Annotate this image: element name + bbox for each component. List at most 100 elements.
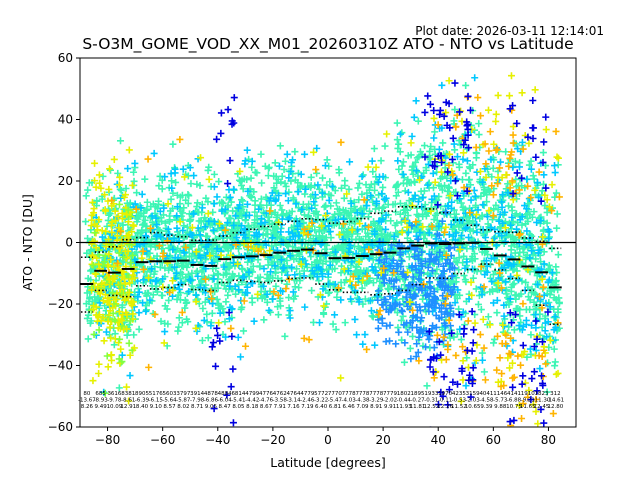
bin-stat-means: -3.58 [273,398,288,404]
data-point [359,340,367,348]
data-point [135,288,143,296]
data-point [82,218,90,226]
data-point [430,215,438,223]
data-point [450,117,458,125]
data-point [452,258,460,266]
data-point [335,169,343,177]
data-point [524,293,532,301]
data-point [278,172,286,180]
y-axis-label: ATO - NTO [DU] [20,194,35,291]
bin-stat-counts: 7770 [328,391,342,397]
data-point [278,206,286,214]
data-point [518,221,526,229]
data-point [341,232,349,240]
data-point [438,186,446,194]
data-point [494,167,502,175]
data-point [103,222,111,230]
data-point [445,183,453,191]
bin-stat-means: -4.03 [342,398,357,404]
data-point [511,249,519,257]
bin-stat-stds: 9.88 [494,404,507,410]
data-point [507,233,515,241]
data-point [204,334,212,342]
data-point [152,214,160,222]
data-point [186,275,194,283]
data-point [125,321,133,329]
data-point [255,278,263,286]
data-point [98,233,106,241]
data-point [274,232,282,240]
data-point [238,264,246,272]
data-point [204,198,212,206]
bin-stat-stds: 7.09 [356,404,369,410]
data-point [369,168,377,176]
data-point [188,282,196,290]
data-point [291,148,299,156]
data-point [369,256,377,264]
y-tick-label: 40 [58,113,73,127]
data-point [387,231,395,239]
x-tick-label: 0 [324,433,332,447]
data-point [489,299,497,307]
data-point [543,388,551,396]
data-point [402,248,410,256]
data-point [451,106,459,114]
bin-stat-counts: 3159 [466,391,480,397]
data-point [472,201,480,209]
data-point [210,170,218,178]
data-point [490,339,498,347]
data-point [544,318,552,326]
data-point [133,189,141,197]
data-point [328,265,336,273]
bin-stat-means: -3.14 [286,398,301,404]
x-tick-label: 80 [541,433,556,447]
data-point [182,299,190,307]
data-point [274,303,282,311]
data-point [394,157,402,165]
data-point [188,253,196,261]
data-point [358,284,366,292]
data-point [198,337,206,344]
data-point [357,245,365,253]
data-point [240,327,248,335]
data-point [150,149,158,157]
data-point [450,140,458,148]
data-point [179,226,187,234]
data-point [283,150,291,158]
data-point [227,214,235,222]
data-point [502,148,510,156]
data-point [492,201,500,209]
data-point [155,200,163,208]
data-point [117,186,125,194]
data-point [115,384,123,392]
data-point [247,174,255,182]
data-point [182,273,190,281]
data-point [238,205,246,213]
data-point [462,169,470,177]
bin-stat-means: -6.39 [135,398,150,404]
data-point [83,249,91,257]
data-point [541,202,549,210]
data-point [392,192,400,200]
bin-stat-counts: 1933 [424,391,438,397]
data-point [190,172,198,180]
data-point [214,270,222,278]
data-point [376,277,384,285]
data-point [325,196,333,204]
data-point [201,214,209,222]
data-point [141,290,149,298]
data-point [365,207,373,215]
data-point [159,275,167,283]
data-point [319,232,327,240]
data-point [395,165,403,173]
data-point [150,270,158,278]
data-point [426,154,434,162]
data-point [225,276,233,284]
bin-stat-stds: 6.40 [315,404,328,410]
data-point [165,244,173,252]
data-point [478,211,486,219]
data-point [365,213,373,221]
data-point [408,163,416,171]
data-point [238,196,246,204]
data-point [465,295,473,303]
